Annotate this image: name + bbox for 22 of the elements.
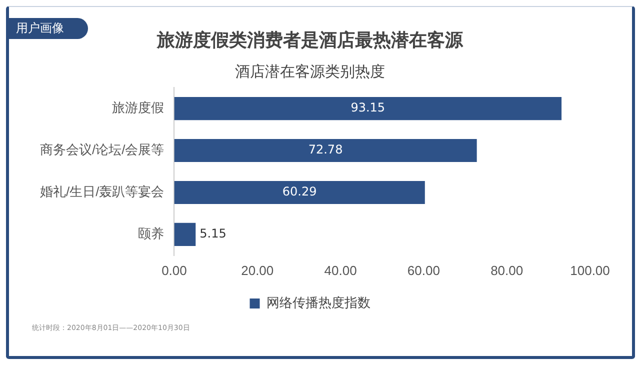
chart-subtitle: 酒店潜在客源类别热度 <box>235 64 385 81</box>
y-tick-label: 颐养 <box>138 226 164 242</box>
bar <box>174 138 477 162</box>
y-tick-label: 旅游度假 <box>112 100 164 116</box>
legend-label: 网络传播热度指数 <box>266 295 370 310</box>
x-tick-label: 40.00 <box>324 262 357 278</box>
x-tick-label: 20.00 <box>241 262 274 278</box>
x-tick-label: 100.00 <box>570 262 610 278</box>
x-tick-label: 60.00 <box>407 262 440 278</box>
data-label: 5.15 <box>200 226 226 241</box>
chart-title: 旅游度假类消费者是酒店最热潜在客源 <box>156 30 464 50</box>
bar <box>174 97 562 120</box>
data-label: 93.15 <box>350 100 386 115</box>
bar <box>174 180 425 204</box>
y-tick-label: 婚礼/生日/轰趴等宴会 <box>40 184 164 200</box>
data-label: 60.29 <box>282 184 317 199</box>
data-label: 72.78 <box>308 142 343 157</box>
x-tick-label: 80.00 <box>490 262 524 278</box>
y-tick-label: 商务会议/论坛/会展等 <box>40 142 164 158</box>
x-tick-label: 0.00 <box>162 262 187 278</box>
text: 用户画像 <box>6 18 88 39</box>
bar <box>174 222 196 246</box>
